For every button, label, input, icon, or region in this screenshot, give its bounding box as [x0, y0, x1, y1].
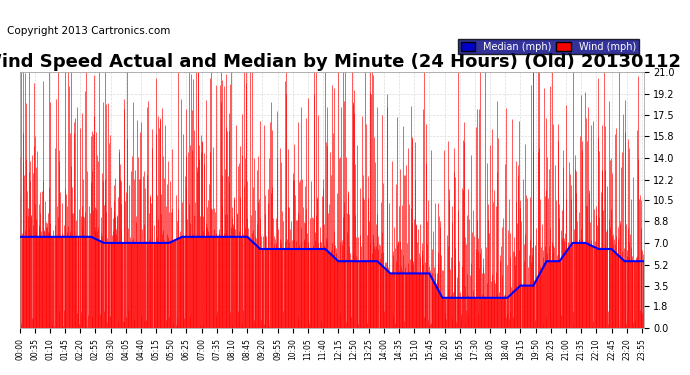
- Legend: Median (mph), Wind (mph): Median (mph), Wind (mph): [457, 39, 639, 54]
- Title: Wind Speed Actual and Median by Minute (24 Hours) (Old) 20130112: Wind Speed Actual and Median by Minute (…: [0, 53, 681, 70]
- Text: Copyright 2013 Cartronics.com: Copyright 2013 Cartronics.com: [7, 26, 170, 36]
